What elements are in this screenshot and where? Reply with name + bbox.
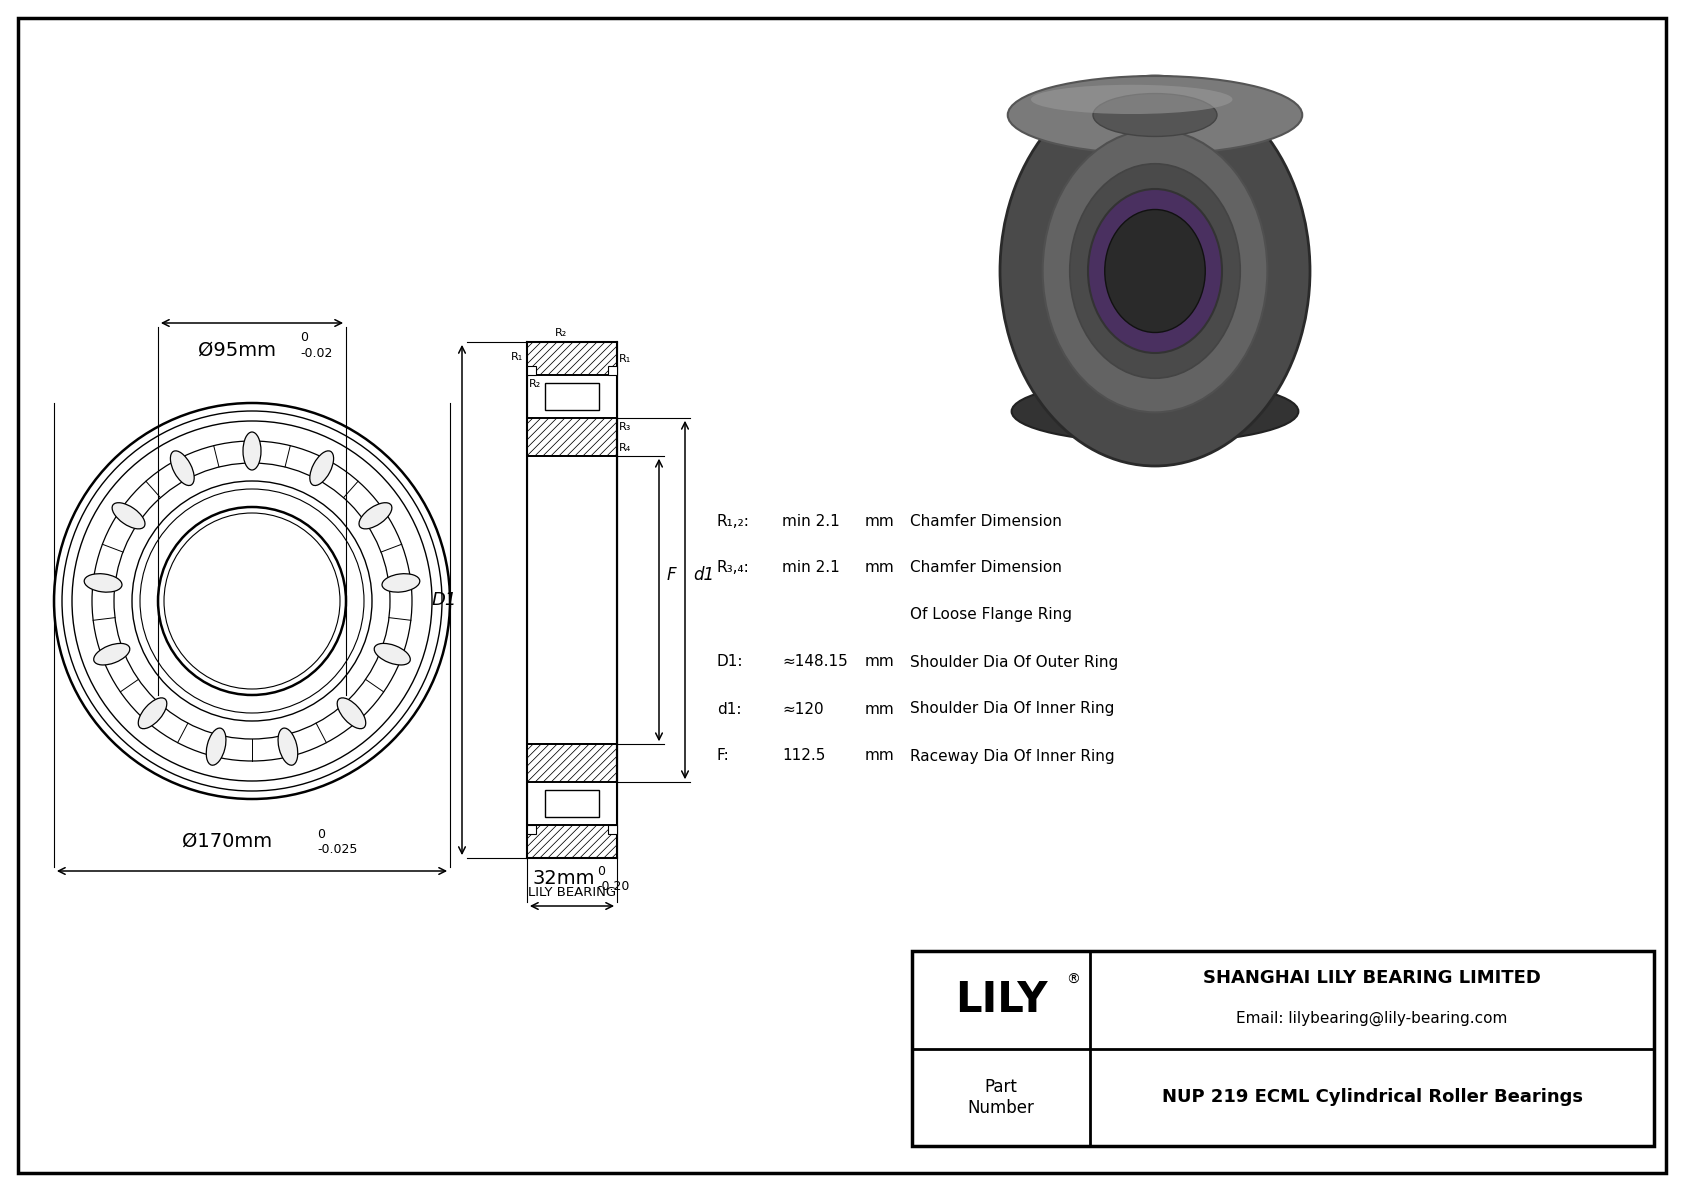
Bar bbox=[546, 384, 600, 410]
Text: NUP 219 ECML Cylindrical Roller Bearings: NUP 219 ECML Cylindrical Roller Bearings bbox=[1162, 1089, 1583, 1106]
Ellipse shape bbox=[94, 643, 130, 665]
Text: LILY: LILY bbox=[955, 979, 1047, 1021]
Ellipse shape bbox=[1105, 210, 1206, 332]
Ellipse shape bbox=[242, 432, 261, 470]
Text: mm: mm bbox=[866, 748, 894, 763]
Text: 0: 0 bbox=[300, 331, 308, 344]
Bar bbox=[608, 825, 616, 834]
Text: F: F bbox=[667, 566, 677, 584]
Text: Chamfer Dimension: Chamfer Dimension bbox=[909, 561, 1063, 575]
Text: 32mm: 32mm bbox=[532, 869, 594, 888]
Text: LILY BEARING: LILY BEARING bbox=[529, 886, 616, 899]
Bar bbox=[527, 366, 536, 375]
Text: 0: 0 bbox=[598, 865, 605, 878]
Ellipse shape bbox=[1088, 189, 1223, 353]
Text: R₂: R₂ bbox=[556, 328, 568, 338]
Bar bbox=[527, 342, 616, 375]
Ellipse shape bbox=[1042, 130, 1268, 412]
Ellipse shape bbox=[359, 503, 392, 529]
Ellipse shape bbox=[1012, 380, 1298, 443]
Bar bbox=[546, 791, 600, 817]
Text: D1:: D1: bbox=[717, 655, 744, 669]
Bar bbox=[913, 950, 1654, 1146]
Text: Ø95mm: Ø95mm bbox=[199, 341, 276, 360]
Text: ≈148.15: ≈148.15 bbox=[781, 655, 847, 669]
Text: R₃,₄:: R₃,₄: bbox=[717, 561, 749, 575]
Ellipse shape bbox=[278, 728, 298, 765]
Text: min 2.1: min 2.1 bbox=[781, 561, 840, 575]
Text: D1: D1 bbox=[431, 591, 456, 609]
Text: d1:: d1: bbox=[717, 701, 741, 717]
Bar bbox=[527, 825, 536, 834]
Ellipse shape bbox=[1069, 163, 1239, 379]
Text: Shoulder Dia Of Inner Ring: Shoulder Dia Of Inner Ring bbox=[909, 701, 1115, 717]
Text: mm: mm bbox=[866, 513, 894, 529]
Ellipse shape bbox=[310, 451, 333, 486]
Text: R₃: R₃ bbox=[620, 422, 632, 432]
Text: Raceway Dia Of Inner Ring: Raceway Dia Of Inner Ring bbox=[909, 748, 1115, 763]
Text: F:: F: bbox=[717, 748, 729, 763]
Text: d1: d1 bbox=[694, 566, 714, 584]
Text: R₂: R₂ bbox=[529, 379, 541, 389]
Ellipse shape bbox=[113, 503, 145, 529]
Text: Ø170mm: Ø170mm bbox=[182, 833, 273, 852]
Text: ≈120: ≈120 bbox=[781, 701, 823, 717]
Text: SHANGHAI LILY BEARING LIMITED: SHANGHAI LILY BEARING LIMITED bbox=[1202, 969, 1541, 987]
Text: R₁: R₁ bbox=[510, 351, 524, 362]
Text: Of Loose Flange Ring: Of Loose Flange Ring bbox=[909, 607, 1073, 623]
Bar bbox=[527, 825, 616, 858]
Text: R₁,₂:: R₁,₂: bbox=[717, 513, 749, 529]
Text: Email: lilybearing@lily-bearing.com: Email: lilybearing@lily-bearing.com bbox=[1236, 1010, 1507, 1025]
Ellipse shape bbox=[170, 451, 194, 486]
Bar bbox=[527, 744, 616, 782]
Bar bbox=[527, 418, 616, 456]
Text: -0.02: -0.02 bbox=[300, 347, 332, 360]
Text: R₁: R₁ bbox=[620, 354, 632, 364]
Text: -0.025: -0.025 bbox=[317, 843, 357, 856]
Text: R₄: R₄ bbox=[620, 443, 632, 453]
Text: mm: mm bbox=[866, 701, 894, 717]
Text: -0.20: -0.20 bbox=[598, 880, 630, 893]
Ellipse shape bbox=[138, 698, 167, 729]
Text: 0: 0 bbox=[317, 828, 325, 841]
Text: min 2.1: min 2.1 bbox=[781, 513, 840, 529]
Text: ®: ® bbox=[1066, 973, 1079, 987]
Ellipse shape bbox=[382, 574, 419, 592]
Bar bbox=[608, 366, 616, 375]
Text: mm: mm bbox=[866, 655, 894, 669]
Text: 112.5: 112.5 bbox=[781, 748, 825, 763]
Text: Chamfer Dimension: Chamfer Dimension bbox=[909, 513, 1063, 529]
Ellipse shape bbox=[1031, 85, 1233, 114]
Ellipse shape bbox=[84, 574, 121, 592]
Ellipse shape bbox=[205, 728, 226, 765]
Text: mm: mm bbox=[866, 561, 894, 575]
Ellipse shape bbox=[374, 643, 411, 665]
Text: Shoulder Dia Of Outer Ring: Shoulder Dia Of Outer Ring bbox=[909, 655, 1118, 669]
Text: Part
Number: Part Number bbox=[968, 1078, 1034, 1117]
Ellipse shape bbox=[1000, 76, 1310, 466]
Ellipse shape bbox=[1007, 76, 1302, 154]
Ellipse shape bbox=[1093, 94, 1218, 137]
Ellipse shape bbox=[337, 698, 365, 729]
